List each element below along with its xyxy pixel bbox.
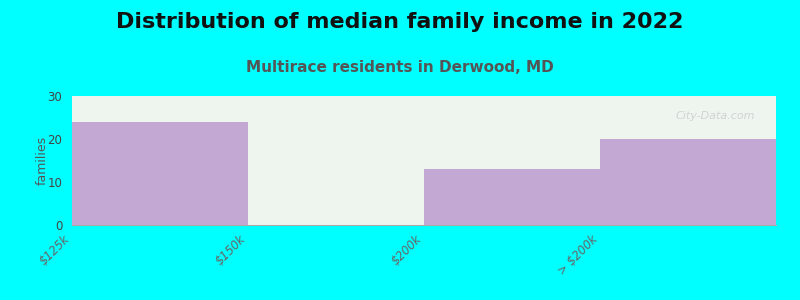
Bar <box>600 139 776 225</box>
Text: Distribution of median family income in 2022: Distribution of median family income in … <box>116 12 684 32</box>
Bar <box>72 122 248 225</box>
Text: City-Data.com: City-Data.com <box>675 112 755 122</box>
Bar <box>424 169 600 225</box>
Text: Multirace residents in Derwood, MD: Multirace residents in Derwood, MD <box>246 60 554 75</box>
Y-axis label: families: families <box>35 136 48 185</box>
